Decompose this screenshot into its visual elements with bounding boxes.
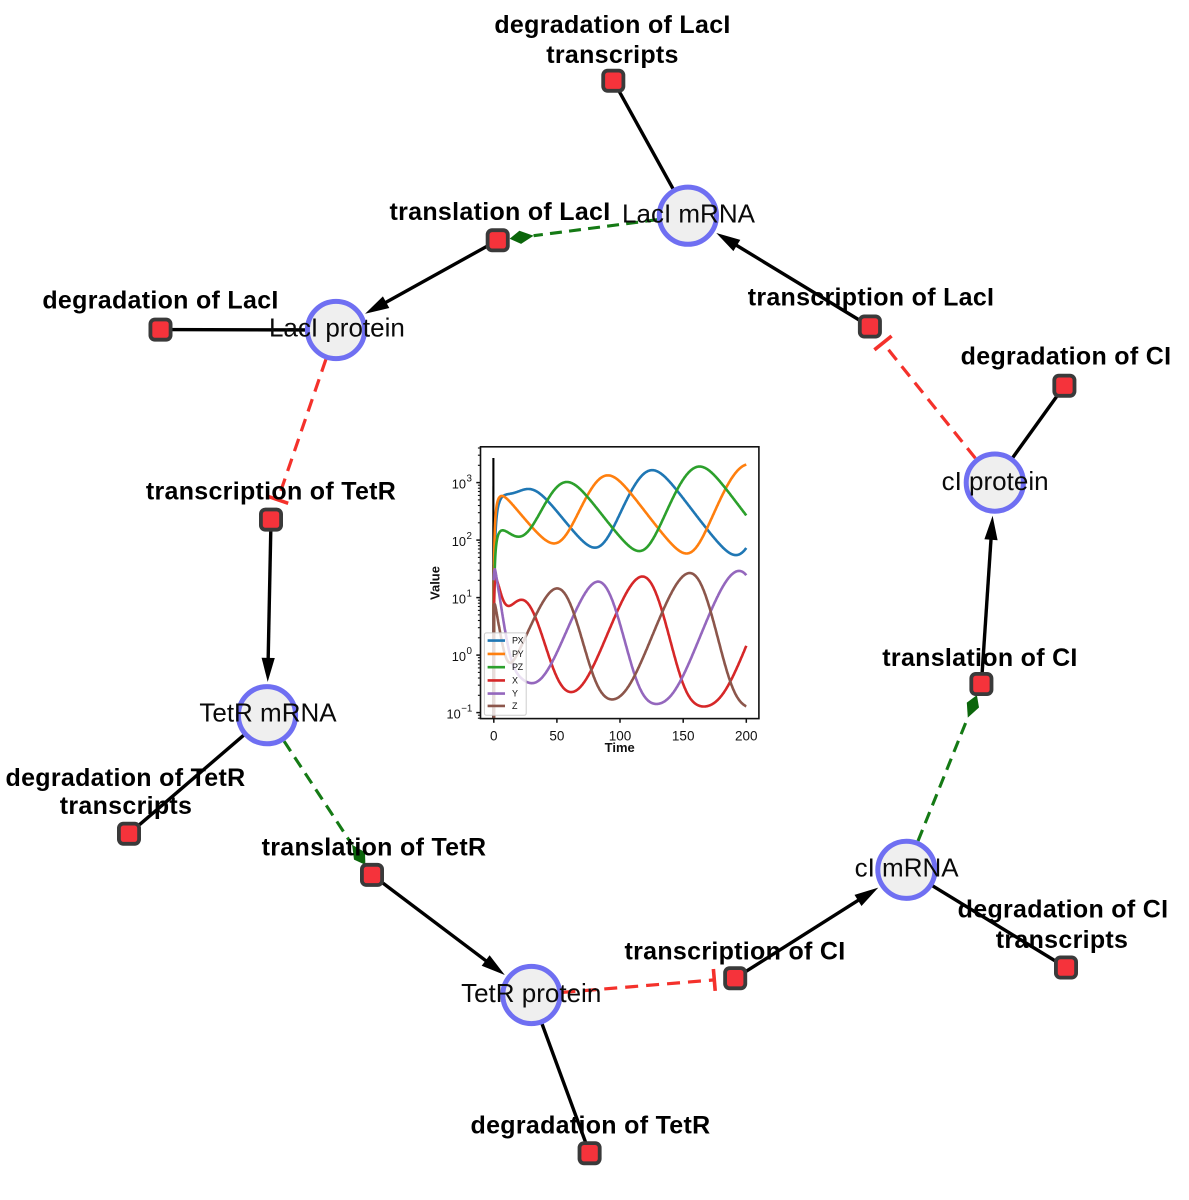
svg-text:degradation of TetR: degradation of TetR xyxy=(6,764,246,792)
svg-text:Y: Y xyxy=(512,689,518,699)
svg-text:200: 200 xyxy=(735,729,758,744)
svg-text:LacI protein: LacI protein xyxy=(269,313,405,343)
svg-text:transcription of TetR: transcription of TetR xyxy=(146,478,396,506)
svg-text:degradation of LacI: degradation of LacI xyxy=(42,287,278,315)
svg-text:Value: Value xyxy=(428,566,443,600)
svg-text:degradation of LacI: degradation of LacI xyxy=(494,11,730,39)
svg-text:degradation of TetR: degradation of TetR xyxy=(471,1112,711,1140)
svg-text:−1: −1 xyxy=(461,704,472,715)
svg-text:10: 10 xyxy=(452,476,466,491)
svg-text:transcripts: transcripts xyxy=(60,792,193,820)
svg-text:translation of CI: translation of CI xyxy=(882,644,1077,672)
svg-text:degradation of CI: degradation of CI xyxy=(958,896,1169,924)
svg-text:TetR mRNA: TetR mRNA xyxy=(199,698,337,728)
svg-text:0: 0 xyxy=(490,729,498,744)
svg-text:cI protein: cI protein xyxy=(942,466,1049,496)
svg-text:150: 150 xyxy=(672,729,695,744)
svg-text:1: 1 xyxy=(467,589,472,600)
svg-text:10: 10 xyxy=(446,706,460,721)
svg-text:Time: Time xyxy=(605,740,635,755)
svg-text:10: 10 xyxy=(452,649,466,664)
svg-text:degradation of CI: degradation of CI xyxy=(961,343,1172,371)
svg-text:PX: PX xyxy=(512,636,524,646)
svg-text:cI mRNA: cI mRNA xyxy=(855,852,960,882)
svg-text:10: 10 xyxy=(452,534,466,549)
svg-text:LacI mRNA: LacI mRNA xyxy=(622,199,756,229)
svg-text:TetR protein: TetR protein xyxy=(461,978,601,1008)
svg-text:50: 50 xyxy=(549,729,564,744)
svg-text:100: 100 xyxy=(609,729,632,744)
svg-text:PZ: PZ xyxy=(512,662,524,672)
svg-text:translation of TetR: translation of TetR xyxy=(262,834,487,862)
svg-text:transcription of LacI: transcription of LacI xyxy=(748,284,995,312)
svg-text:transcripts: transcripts xyxy=(996,926,1129,954)
svg-text:PY: PY xyxy=(512,649,524,659)
svg-text:transcripts: transcripts xyxy=(546,41,679,69)
svg-text:Z: Z xyxy=(512,701,518,711)
svg-text:10: 10 xyxy=(452,591,466,606)
svg-text:translation of LacI: translation of LacI xyxy=(389,198,610,226)
svg-text:0: 0 xyxy=(467,646,473,657)
svg-text:3: 3 xyxy=(467,474,473,485)
svg-text:X: X xyxy=(512,675,518,685)
svg-text:transcription of CI: transcription of CI xyxy=(625,938,846,966)
svg-text:2: 2 xyxy=(467,531,472,542)
